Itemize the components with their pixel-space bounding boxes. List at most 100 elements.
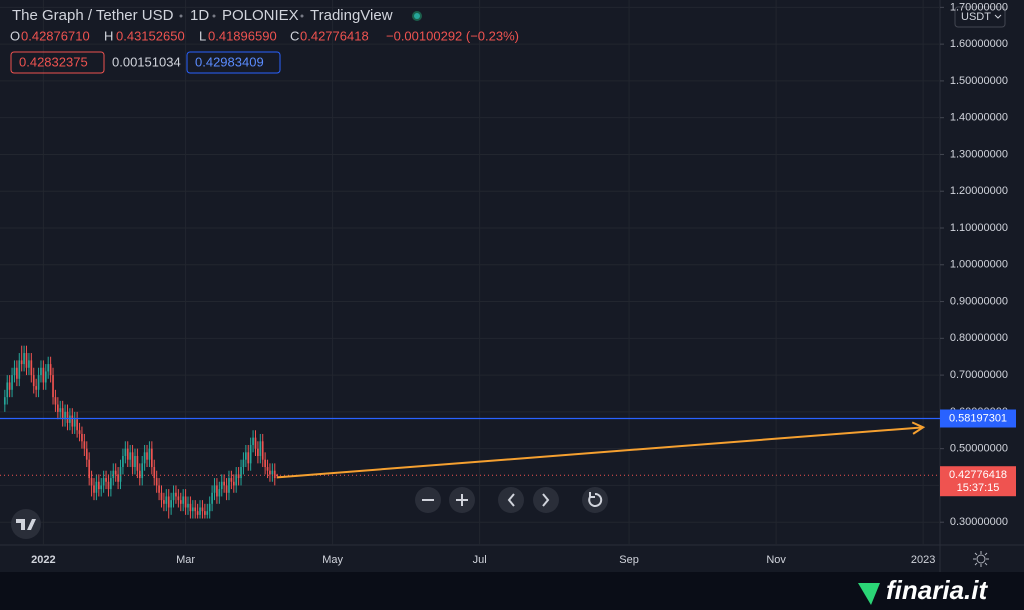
candle-body: [110, 478, 112, 490]
candle-body: [158, 485, 160, 493]
candle-body: [90, 478, 93, 486]
candle-body: [187, 503, 189, 508]
currency-button[interactable]: [954, 6, 1006, 28]
candle-body: [20, 360, 23, 365]
candle-body: [11, 375, 13, 390]
y-tick-label: 0.30000000: [950, 516, 1008, 528]
candle-body: [240, 467, 242, 479]
brand: finaria.it: [886, 575, 988, 605]
x-tick-label: Sep: [619, 554, 639, 566]
candle-body: [141, 463, 144, 479]
candle-body: [124, 448, 127, 457]
y-tick-label: 0.90000000: [950, 295, 1008, 307]
candle-body: [146, 452, 148, 460]
arrow-head: [911, 421, 926, 435]
candle-body: [47, 364, 50, 372]
indicator-value: 0.42983409: [195, 54, 264, 69]
y-tick-label: 1.20000000: [950, 185, 1008, 197]
logo-bg: [11, 509, 41, 539]
x-tick-label: Mar: [176, 554, 195, 566]
candle-body: [170, 500, 172, 508]
header: The Graph / Tether USD 1D POLONIEX Tradi…: [10, 7, 519, 74]
source: TradingView: [310, 7, 393, 24]
candle-body: [245, 452, 247, 460]
candle-body: [81, 433, 83, 442]
candle-body: [88, 459, 91, 479]
footer: [0, 572, 1024, 610]
candle-body: [100, 485, 103, 490]
candle-body: [276, 474, 279, 476]
candle-body: [218, 489, 221, 497]
candle-body: [126, 448, 129, 460]
countdown: 15:37:15: [957, 482, 1000, 494]
candle-body: [194, 507, 197, 512]
candle-body: [71, 415, 74, 427]
candle-body: [163, 500, 165, 504]
candle-body: [102, 478, 105, 486]
candle-body: [257, 448, 259, 457]
candle-body: [85, 448, 88, 460]
candle-body: [230, 478, 233, 482]
ohlc-label: H: [104, 28, 113, 43]
candle-body: [223, 481, 225, 486]
currency[interactable]: USDT: [961, 11, 991, 23]
candle-body: [57, 404, 59, 412]
ohlc-value: 0.42776418: [300, 28, 369, 43]
settings-icon[interactable]: [973, 551, 989, 567]
ohlc-value: 0.42876710: [21, 28, 90, 43]
plot: [0, 345, 940, 519]
candle-body: [73, 419, 76, 427]
scroll-right[interactable]: [533, 487, 559, 513]
separator: [179, 14, 183, 18]
candle-body: [259, 441, 262, 457]
candle-body: [148, 448, 151, 460]
candle-body: [122, 456, 124, 468]
candle-body: [254, 437, 257, 449]
candle-body: [273, 470, 276, 479]
candle-body: [95, 481, 98, 493]
interval: 1D: [190, 7, 209, 24]
candle-body: [247, 452, 250, 464]
candle-body: [237, 474, 240, 479]
candle-body: [93, 485, 95, 493]
candle-body: [266, 467, 269, 471]
candle-body: [249, 444, 252, 464]
reset[interactable]: [582, 487, 608, 513]
scroll-left[interactable]: [498, 487, 524, 513]
candle-body: [66, 411, 69, 423]
x-tick-label: May: [322, 554, 343, 566]
icon: [542, 493, 550, 507]
candle-body: [18, 360, 21, 379]
candle-body: [129, 452, 131, 460]
candle-body: [49, 364, 52, 376]
arrow-line: [277, 426, 924, 479]
ohlc-value: 0.41896590: [208, 28, 277, 43]
candle-body: [271, 470, 274, 475]
candle-body: [32, 375, 35, 387]
candle-body: [191, 507, 194, 512]
brand-logo: [858, 583, 880, 605]
candle-body: [61, 408, 64, 420]
nav-buttons: [415, 487, 608, 513]
ohlc-label: O: [10, 28, 20, 43]
candle-body: [52, 375, 54, 398]
candle-body: [151, 448, 153, 468]
candle-body: [213, 485, 216, 493]
last-price-label: 0.42776418: [949, 469, 1007, 481]
y-tick-label: 0.80000000: [950, 332, 1008, 344]
candle-body: [252, 437, 254, 445]
candle-body: [30, 360, 33, 376]
candle-body: [76, 419, 78, 431]
candle-body: [179, 500, 182, 504]
candle-body: [134, 456, 136, 468]
indicator-value: 0.42832375: [19, 54, 88, 69]
candle-body: [235, 474, 238, 486]
candle-body: [83, 441, 86, 449]
x-tick-label: Nov: [766, 554, 786, 566]
candle-body: [264, 459, 266, 468]
candle-body: [97, 481, 100, 490]
level-label: 0.58197301: [949, 412, 1007, 424]
separator: [212, 14, 216, 18]
candle-body: [54, 397, 57, 405]
